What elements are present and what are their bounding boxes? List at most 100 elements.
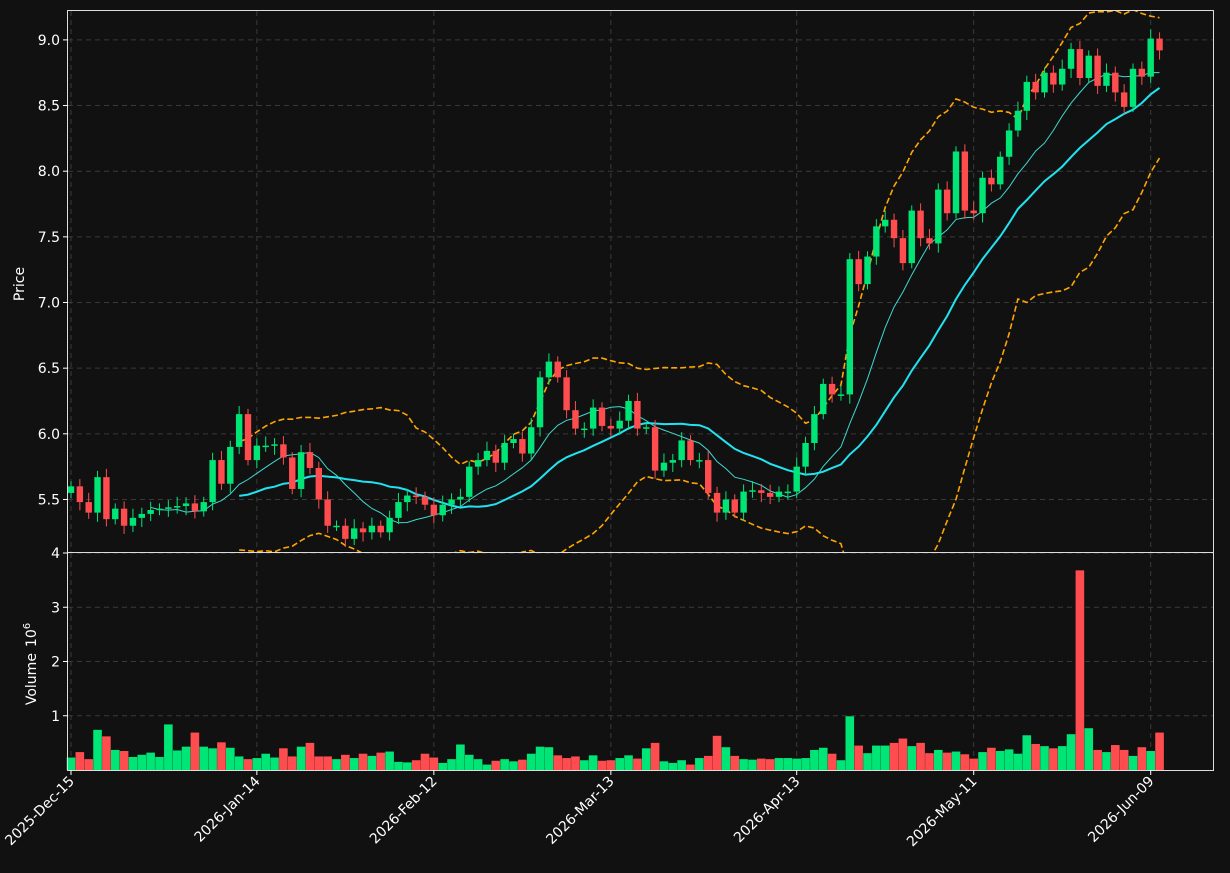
candle-body (244, 414, 252, 461)
candle-body (988, 177, 995, 185)
volume-bar (403, 762, 412, 770)
candle-body (1147, 38, 1154, 77)
volume-bar (385, 751, 394, 770)
candle-body (147, 509, 154, 514)
volume-bar (500, 759, 509, 770)
candle-body (386, 517, 393, 533)
price-tick-label: 7.0 (38, 296, 60, 312)
candle-body (722, 499, 730, 513)
volume-bar (429, 757, 439, 770)
volume-y-ticks: 1 2 3 4 (51, 546, 68, 725)
volume-bar (1137, 747, 1147, 770)
candle-body (368, 525, 376, 533)
candle-body (1059, 68, 1066, 85)
volume-bar (907, 746, 917, 770)
volume-bar (1128, 755, 1138, 770)
candle-body (837, 394, 845, 396)
volume-bar (580, 760, 589, 770)
volume-bar (1075, 570, 1085, 770)
volume-bar (650, 742, 660, 770)
candle-body (492, 450, 499, 463)
candle-body (1112, 72, 1119, 93)
volume-tick-label: 2 (51, 655, 60, 671)
volume-bar (296, 746, 306, 770)
candle-body (607, 425, 615, 429)
candle-body (191, 503, 199, 512)
candle-body (766, 492, 774, 497)
candle-body (1076, 49, 1084, 78)
candle-body (138, 513, 145, 518)
volume-bar (1111, 745, 1120, 770)
candles (68, 29, 1163, 548)
volume-bar (562, 758, 571, 770)
volume-axis-label: Volume106 (22, 623, 40, 705)
volume-bar (305, 742, 315, 770)
candle-body (174, 506, 181, 508)
volume-bar (535, 746, 545, 770)
candle-body (1005, 130, 1013, 157)
volume-bar (615, 758, 624, 770)
volume-bar (827, 753, 837, 770)
candle-body (908, 210, 915, 264)
volume-bar (987, 747, 996, 770)
volume-tick-label: 1 (51, 709, 60, 725)
volume-bar (836, 760, 846, 770)
volume-bar (1066, 734, 1076, 770)
candle-body (899, 238, 907, 264)
volume-bar (960, 754, 970, 770)
volume-bar (102, 736, 111, 770)
volume-bar (509, 761, 518, 770)
volume-bar (801, 758, 810, 770)
volume-bar (1004, 749, 1014, 770)
candle-body (784, 491, 792, 494)
candle-body (669, 460, 676, 463)
candle-body (209, 460, 216, 503)
candle-body (943, 189, 951, 214)
volume-tick-label: 4 (51, 546, 60, 562)
candle-body (979, 177, 986, 214)
candle-body (775, 491, 783, 497)
candle-body (758, 490, 765, 493)
volume-bar (1049, 748, 1058, 770)
volume-bar (66, 757, 76, 770)
candle-body (545, 361, 553, 378)
candle-body (581, 428, 588, 431)
candle-body (218, 460, 225, 484)
volume-bar (279, 748, 288, 770)
candle-body (855, 259, 862, 285)
candle-body (731, 499, 738, 513)
candle-body (1085, 55, 1092, 78)
candle-body (1050, 72, 1057, 85)
volume-bar (624, 755, 633, 770)
volume-bar (226, 747, 235, 770)
volume-bar (712, 735, 722, 770)
volume-bar (199, 746, 209, 770)
volume-bar (464, 754, 474, 770)
volume-bar (1093, 749, 1102, 770)
candle-body (970, 210, 977, 214)
price-tick-label: 9.0 (38, 33, 60, 49)
volume-bar (633, 758, 642, 770)
candle-body (935, 189, 942, 244)
volume-bar (473, 759, 483, 770)
volume-bar (969, 758, 978, 770)
volume-bar (243, 759, 253, 770)
volume-bar (978, 752, 987, 770)
volume-bar (695, 758, 704, 770)
candle-body (457, 496, 464, 500)
candle-body (749, 490, 756, 492)
volume-bar (482, 764, 492, 770)
candle-body (253, 445, 261, 461)
volume-bar (686, 764, 695, 770)
candle-body (1120, 92, 1128, 107)
price-tick-label: 5.5 (38, 492, 60, 508)
volume-bar (75, 752, 85, 770)
volume-bar (845, 716, 855, 770)
candle-body (678, 440, 685, 461)
candle-body (68, 486, 75, 493)
candle-body (342, 525, 349, 539)
candle-body (474, 460, 482, 467)
candle-body (572, 410, 579, 429)
candle-body (85, 502, 92, 513)
candle-body (1041, 72, 1048, 93)
